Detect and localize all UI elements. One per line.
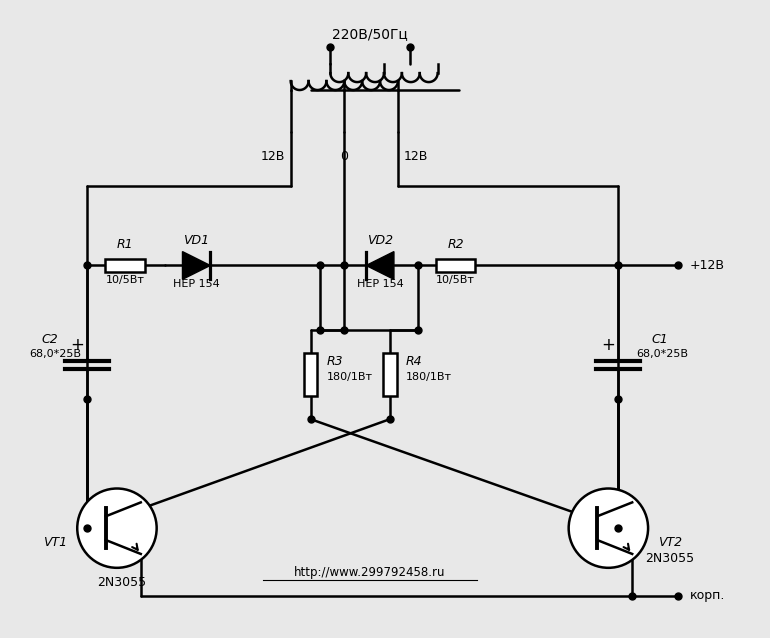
Bar: [383, 353, 397, 396]
Text: корп.: корп.: [690, 589, 725, 602]
Text: 180/1Вт: 180/1Вт: [406, 373, 452, 382]
Circle shape: [77, 489, 156, 568]
Text: HEP 154: HEP 154: [357, 279, 403, 289]
Text: VD1: VD1: [183, 234, 209, 247]
Text: 12В: 12В: [403, 150, 428, 163]
Text: C1: C1: [651, 333, 668, 346]
Circle shape: [569, 489, 648, 568]
Text: R2: R2: [447, 237, 464, 251]
Text: +12В: +12В: [690, 259, 725, 272]
Text: http://www.299792458.ru: http://www.299792458.ru: [294, 567, 446, 579]
Text: 12В: 12В: [260, 150, 285, 163]
Text: 10/5Вт: 10/5Вт: [105, 276, 144, 285]
Text: C2: C2: [41, 333, 58, 346]
Text: 68,0*25В: 68,0*25В: [29, 349, 82, 359]
Text: 0: 0: [340, 150, 348, 163]
Bar: [303, 353, 317, 396]
Text: 10/5Вт: 10/5Вт: [436, 276, 475, 285]
Text: VD2: VD2: [367, 234, 393, 247]
Bar: [436, 258, 475, 272]
Text: VT2: VT2: [658, 536, 682, 549]
Text: VT1: VT1: [43, 536, 68, 549]
Bar: [105, 258, 145, 272]
Polygon shape: [182, 251, 210, 279]
Text: 68,0*25В: 68,0*25В: [636, 349, 688, 359]
Text: 2N3055: 2N3055: [97, 575, 146, 589]
Text: 180/1Вт: 180/1Вт: [326, 373, 373, 382]
Text: 2N3055: 2N3055: [645, 552, 695, 565]
Text: +: +: [601, 336, 615, 353]
Text: HEP 154: HEP 154: [173, 279, 219, 289]
Polygon shape: [367, 251, 394, 279]
Text: 220В/50Гц: 220В/50Гц: [332, 27, 408, 41]
Text: R4: R4: [406, 355, 423, 367]
Text: +: +: [70, 336, 84, 353]
Text: R1: R1: [116, 237, 133, 251]
Text: R3: R3: [326, 355, 343, 367]
